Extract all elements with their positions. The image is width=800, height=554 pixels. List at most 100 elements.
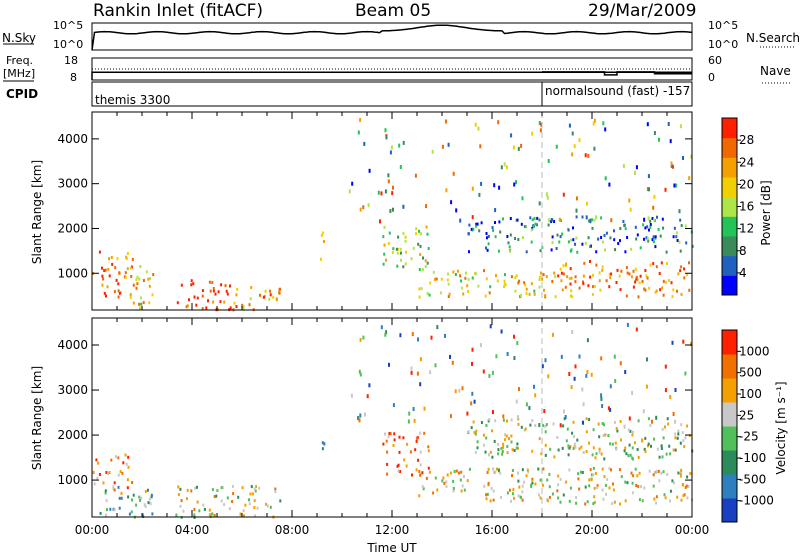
power-colorbar-swatch: [722, 137, 737, 158]
velocity-ytick-label: 1000: [57, 473, 88, 487]
freq-unit-label: [MHz]: [3, 67, 35, 80]
velocity-echoes: [92, 322, 694, 519]
nsearch-label: N.Search: [746, 31, 800, 45]
power-echo-region: [229, 286, 282, 312]
nave-tick-bottom: 0: [708, 71, 715, 84]
velocity-colorbar: 1000 500 100 25 -25 -100 -500 -1000 Velocity [m…: [721, 329, 788, 523]
velocity-echo-region: [92, 453, 134, 492]
power-colorbar-tick-label: 12: [739, 222, 754, 236]
velocity-colorbar-swatch: [722, 426, 737, 451]
beam-title: Beam 05: [355, 1, 431, 21]
velocity-scatter-echoes: [350, 322, 692, 429]
velocity-colorbar-tick-label: 25: [739, 408, 754, 422]
power-echo-region: [467, 215, 694, 254]
power-echo-region: [129, 265, 155, 310]
power-colorbar-tick-label: 20: [739, 177, 754, 191]
velocity-ylabel: Slant Range [km]: [30, 366, 44, 470]
cpid-panel: CPID themis 3300 normalsound (fast) -157: [6, 81, 693, 107]
date-title: 29/Mar/2009: [588, 1, 696, 21]
nave-tick-top: 60: [708, 54, 722, 67]
power-ytick-label: 4000: [57, 132, 88, 146]
velocity-colorbar-swatch: [722, 450, 737, 475]
power-echo-region: [176, 279, 231, 312]
power-echo-region: [92, 250, 134, 282]
freq-trace: [91, 68, 692, 80]
power-echo-region: [382, 225, 430, 271]
power-colorbar-label: Power [dB]: [759, 180, 773, 245]
power-colorbar-swatch: [722, 236, 737, 257]
velocity-colorbar-swatch: [722, 354, 737, 379]
velocity-echo-region: [418, 466, 693, 506]
velocity-echo-region: [382, 431, 431, 477]
power-colorbar-swatch: [722, 255, 737, 276]
time-xtick-label: 08:00: [275, 523, 310, 537]
velocity-colorbar-label: Velocity [m s⁻¹]: [774, 381, 788, 474]
velocity-echo-region: [99, 485, 154, 519]
power-colorbar-tick-label: 28: [739, 133, 754, 147]
time-xtick-label: 12:00: [375, 523, 410, 537]
power-colorbar-swatch: [722, 275, 737, 296]
velocity-colorbar-tick-label: 500: [739, 366, 762, 380]
nsky-tick-bottom: 10^0: [53, 38, 83, 51]
velocity-echo-region: [321, 441, 326, 451]
power-colorbar-tick-label: 4: [739, 266, 747, 280]
nsky-label: N.Sky: [2, 31, 36, 45]
power-ytick-label: 2000: [57, 221, 88, 235]
power-colorbar-swatch: [722, 216, 737, 237]
time-xlabel: Time UT: [366, 541, 417, 554]
cpid-segment-1: themis 3300: [95, 93, 170, 107]
power-colorbar-tick-label: 8: [739, 244, 747, 258]
freq-panel: Freq. [MHz] 18 8 60 0 Nave: [3, 54, 791, 84]
power-echo-region: [320, 231, 325, 261]
velocity-colorbar-frame: [721, 329, 738, 523]
power-panel: 1000 2000 3000 4000 Slant Range [km]: [30, 111, 694, 312]
time-xtick-label: 00:00: [75, 523, 110, 537]
power-echo-region: [554, 260, 691, 299]
nsky-panel: N.Sky 10^5 10^0 10^5 10^0 N.Search: [2, 19, 800, 51]
nsky-trace: [91, 24, 693, 51]
nsearch-tick-bottom: 10^0: [708, 38, 738, 51]
velocity-colorbar-swatch: [722, 330, 737, 355]
velocity-ytick-label: 4000: [57, 338, 88, 352]
freq-tick-bottom: 8: [70, 71, 77, 84]
velocity-colorbar-swatch: [722, 402, 737, 427]
time-xtick-label: 00:00: [675, 523, 710, 537]
cpid-label: CPID: [6, 87, 38, 101]
velocity-panel: 1000 2000 3000 4000 00:00 04:00 08:00 12:00 16:0…: [30, 317, 710, 554]
velocity-ytick-label: 2000: [57, 428, 88, 442]
nsearch-tick-top: 10^5: [708, 19, 738, 32]
velocity-echo-region: [467, 417, 694, 461]
power-colorbar-swatch: [722, 157, 737, 178]
power-echo-region: [418, 269, 557, 299]
cpid-segment-2: normalsound (fast) -157: [545, 84, 690, 98]
power-ytick-label: 1000: [57, 266, 88, 280]
power-ytick-label: 3000: [57, 177, 88, 191]
power-colorbar-tick-label: 16: [739, 200, 754, 214]
power-echo-region: [101, 282, 122, 299]
nave-line: [542, 71, 692, 76]
power-colorbar-swatch: [722, 177, 737, 198]
power-colorbar-swatch: [722, 118, 737, 139]
freq-tick-top: 18: [64, 54, 78, 67]
velocity-colorbar-tick-label: -500: [739, 472, 766, 486]
time-xtick-label: 20:00: [575, 523, 610, 537]
velocity-colorbar-tick-label: 1000: [739, 344, 770, 358]
power-ylabel: Slant Range [km]: [30, 160, 44, 264]
station-title: Rankin Inlet (fitACF): [93, 1, 263, 21]
velocity-echo-region: [175, 484, 282, 519]
velocity-colorbar-swatch: [722, 378, 737, 403]
power-colorbar: 28 24 20 16 12 8 4 Power [dB]: [721, 117, 773, 296]
freq-line: [91, 71, 692, 80]
nave-label: Nave: [760, 64, 791, 78]
nsky-tick-top: 10^5: [53, 19, 83, 32]
power-echoes: [92, 118, 694, 312]
velocity-colorbar-swatch: [722, 498, 737, 523]
power-scatter-echoes: [348, 118, 693, 224]
velocity-colorbar-tick-label: 100: [739, 387, 762, 401]
power-colorbar-swatch: [722, 196, 737, 217]
velocity-colorbar-tick-label: -100: [739, 451, 766, 465]
nsky-line: [91, 24, 693, 51]
power-colorbar-tick-label: 24: [739, 155, 754, 169]
velocity-ytick-label: 3000: [57, 383, 88, 397]
